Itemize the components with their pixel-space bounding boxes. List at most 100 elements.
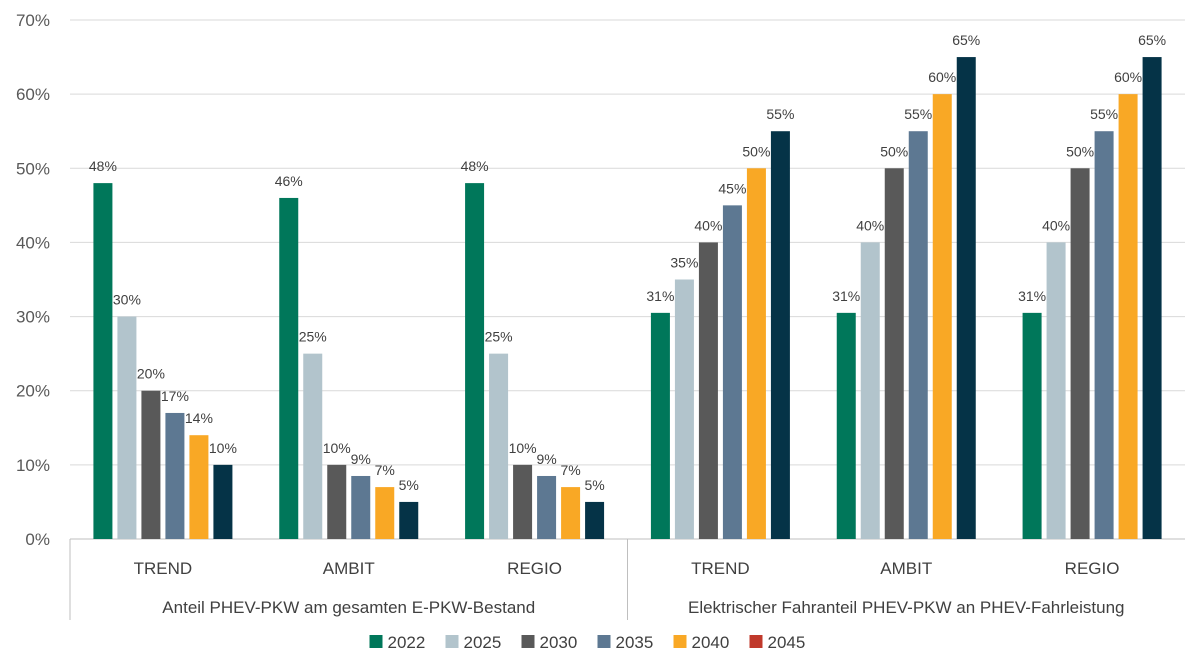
data-label: 31%	[1018, 288, 1046, 304]
data-label: 46%	[275, 173, 303, 189]
data-label: 40%	[856, 217, 884, 233]
bar	[746, 168, 766, 540]
data-label: 25%	[485, 329, 513, 345]
data-label: 65%	[1138, 32, 1166, 48]
y-tick-label: 20%	[16, 382, 50, 401]
bar	[561, 487, 581, 539]
bar	[165, 412, 185, 539]
legend-label: 2045	[768, 633, 806, 652]
bar	[884, 168, 904, 540]
bar	[351, 475, 371, 539]
y-tick-label: 50%	[16, 159, 50, 178]
data-label: 60%	[1114, 69, 1142, 85]
data-label: 50%	[1066, 143, 1094, 159]
bar	[674, 279, 694, 539]
y-tick-label: 30%	[16, 308, 50, 327]
data-label: 10%	[323, 440, 351, 456]
data-label: 20%	[137, 366, 165, 382]
bar	[1022, 312, 1042, 539]
bar	[279, 197, 299, 539]
bar	[465, 183, 485, 539]
y-tick-label: 60%	[16, 85, 50, 104]
bar	[399, 501, 419, 539]
bar	[213, 464, 233, 539]
y-tick-label: 0%	[25, 530, 50, 549]
bar	[189, 435, 209, 539]
data-label: 17%	[161, 388, 189, 404]
bar	[722, 205, 742, 539]
bar	[1094, 131, 1114, 539]
bar	[836, 312, 856, 539]
legend-swatch	[673, 635, 687, 648]
data-label: 55%	[904, 106, 932, 122]
bar	[956, 57, 976, 539]
legend-label: 2022	[388, 633, 426, 652]
data-label: 9%	[536, 451, 556, 467]
bar	[860, 242, 880, 539]
bar	[489, 353, 509, 539]
bar	[1142, 57, 1162, 539]
bar	[141, 390, 161, 539]
legend-swatch	[445, 635, 459, 648]
data-label: 48%	[89, 158, 117, 174]
data-label: 45%	[718, 180, 746, 196]
x-tick-label: REGIO	[1065, 559, 1120, 578]
bar	[513, 464, 533, 539]
data-label: 5%	[399, 477, 419, 493]
bar	[117, 316, 137, 539]
data-label: 31%	[832, 288, 860, 304]
bar	[375, 487, 395, 539]
data-label: 31%	[646, 288, 674, 304]
x-tick-label: AMBIT	[880, 559, 932, 578]
legend-label: 2040	[692, 633, 730, 652]
data-label: 50%	[880, 143, 908, 159]
data-label: 10%	[209, 440, 237, 456]
data-label: 25%	[299, 329, 327, 345]
legend-label: 2035	[616, 633, 654, 652]
legend-swatch	[597, 635, 611, 648]
data-label: 40%	[1042, 217, 1070, 233]
data-label: 7%	[560, 462, 580, 478]
legend-swatch	[369, 635, 383, 648]
bar	[650, 312, 670, 539]
data-label: 55%	[1090, 106, 1118, 122]
data-label: 40%	[694, 217, 722, 233]
x-tick-label: AMBIT	[323, 559, 375, 578]
bar	[1046, 242, 1066, 539]
data-label: 5%	[584, 477, 604, 493]
data-label: 10%	[509, 440, 537, 456]
data-label: 65%	[952, 32, 980, 48]
data-label: 14%	[185, 410, 213, 426]
bar	[93, 183, 113, 539]
bar	[327, 464, 347, 539]
bar	[303, 353, 323, 539]
y-tick-label: 10%	[16, 456, 50, 475]
x-tick-label: TREND	[691, 559, 750, 578]
x-tick-label: REGIO	[507, 559, 562, 578]
bar	[770, 131, 790, 539]
bar	[1118, 94, 1138, 540]
data-label: 60%	[928, 69, 956, 85]
data-label: 48%	[461, 158, 489, 174]
x-tick-label: TREND	[134, 559, 193, 578]
data-label: 35%	[670, 255, 698, 271]
group-label: Anteil PHEV-PKW am gesamten E-PKW-Bestan…	[162, 598, 535, 617]
data-label: 50%	[742, 143, 770, 159]
data-label: 7%	[375, 462, 395, 478]
bar	[537, 475, 557, 539]
bar	[698, 242, 718, 539]
data-label: 9%	[351, 451, 371, 467]
y-tick-label: 40%	[16, 233, 50, 252]
legend-label: 2030	[540, 633, 578, 652]
data-label: 55%	[766, 106, 794, 122]
bar	[908, 131, 928, 539]
legend-label: 2025	[464, 633, 502, 652]
bar	[585, 501, 605, 539]
legend-swatch	[749, 635, 763, 648]
group-label: Elektrischer Fahranteil PHEV-PKW an PHEV…	[688, 598, 1125, 617]
bar	[1070, 168, 1090, 540]
legend-swatch	[521, 635, 535, 648]
bar	[932, 94, 952, 540]
